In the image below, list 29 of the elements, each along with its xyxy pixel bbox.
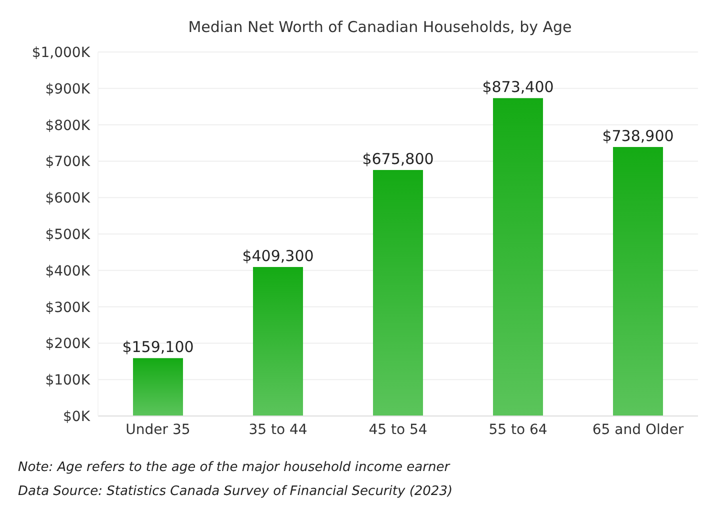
x-tick-label: 55 to 64 [488,422,548,438]
data-label: $873,400 [482,78,554,96]
data-label: $159,100 [122,338,194,356]
x-tick-label: 65 and Older [592,422,684,438]
text: Note: Age refers to the age of the major household income earner [18,459,452,477]
chart-title: Median Net Worth of Canadian Households, by Age [187,18,573,36]
bar [133,358,183,416]
y-tick-label: $800K [45,118,91,134]
data-label: $409,300 [242,247,314,266]
y-tick-label: $600K [45,190,91,207]
y-tick-label: $700K [45,154,91,170]
y-tick-label: $200K [45,336,91,352]
source-note: Data Source: Statistics Canada Survey of Financial Security (2023) [18,483,453,501]
y-tick-label: $900K [45,81,91,98]
x-tick-label: 45 to 54 [368,422,428,438]
bar [373,170,423,416]
y-tick-label: $300K [45,300,91,316]
x-tick-label: Under 35 [126,422,190,438]
bar [253,267,303,416]
y-tick-label: $500K [45,226,91,243]
y-tick-label: $1,000K [32,44,91,61]
y-tick-label: $0K [63,408,91,425]
y-tick-label: $100K [45,372,91,389]
data-label: $738,900 [602,127,674,146]
data-label: $675,800 [362,150,434,168]
bar [613,147,663,416]
bar [493,98,543,416]
y-tick-label: $400K [45,263,91,280]
x-tick-label: 35 to 44 [248,422,308,438]
